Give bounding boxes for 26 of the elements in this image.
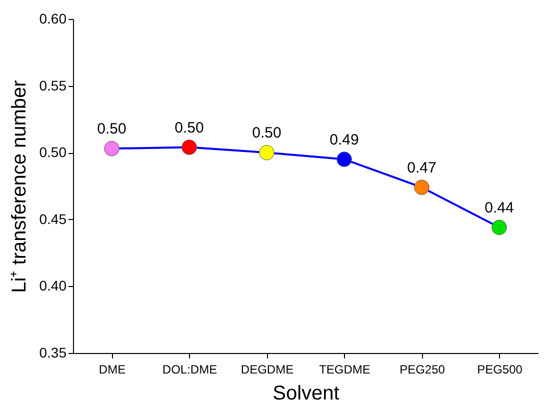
point [414,180,430,195]
point [259,144,274,160]
x-axis-title: Solvent [272,382,340,404]
data-label: 0.50 [174,119,204,136]
data-label: 0.49 [330,131,359,148]
y-tick-label: 0.45 [39,210,67,227]
data-label: 0.50 [97,120,126,138]
x-tick-label: TEGDME [319,362,370,376]
x-tick-label: DME [98,362,126,376]
data-label: 0.44 [484,199,514,216]
y-tick-label: 0.35 [39,344,67,360]
y-tick-label: 0.55 [39,77,67,94]
data-label: 0.50 [252,124,282,142]
x-tick-label: PEG500 [477,362,523,376]
x-tick-label: DOL:DME [162,362,218,376]
x-tick-label: DEGDME [240,362,294,376]
point [336,152,352,167]
y-tick-label: 0.60 [39,10,67,26]
y-tick-label: 0.50 [39,144,67,160]
point [104,140,120,156]
y-axis-title: Li⁺ transference number [8,80,30,293]
point [492,220,507,236]
x-tick-label: PEG250 [400,362,446,376]
y-tick-label: 0.40 [39,278,67,294]
point [182,140,197,155]
data-label: 0.47 [407,159,436,176]
